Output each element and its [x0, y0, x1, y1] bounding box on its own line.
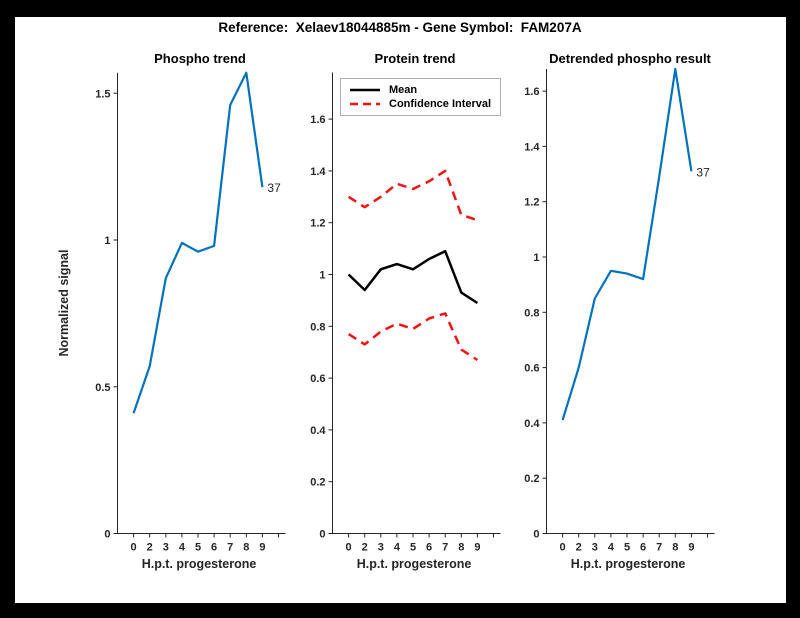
legend-label-mean: Mean: [389, 84, 418, 96]
x-axis-label-phospho: H.p.t. progesterone: [141, 557, 257, 571]
figure-title: Reference: Xelaev18044885m - Gene Symbol…: [218, 20, 582, 35]
legend-label-ci: Confidence Interval: [389, 98, 492, 110]
legend: Mean Confidence Interval: [340, 78, 502, 116]
x-axis-label-detrended: H.p.t. progesterone: [570, 557, 686, 571]
mean-line-sample: [350, 88, 380, 92]
subplot-title-detrended: Detrended phospho result: [549, 51, 711, 66]
x-axis-label-protein: H.p.t. progesterone: [356, 557, 472, 571]
y-axis-label: Normalized signal: [57, 249, 71, 357]
legend-row-ci: Confidence Interval: [349, 97, 491, 111]
legend-row-mean: Mean: [349, 83, 491, 97]
confidence-interval-line-sample: [350, 102, 380, 106]
subplot-title-protein: Protein trend: [374, 51, 456, 66]
subplot-title-phospho: Phospho trend: [154, 51, 246, 66]
